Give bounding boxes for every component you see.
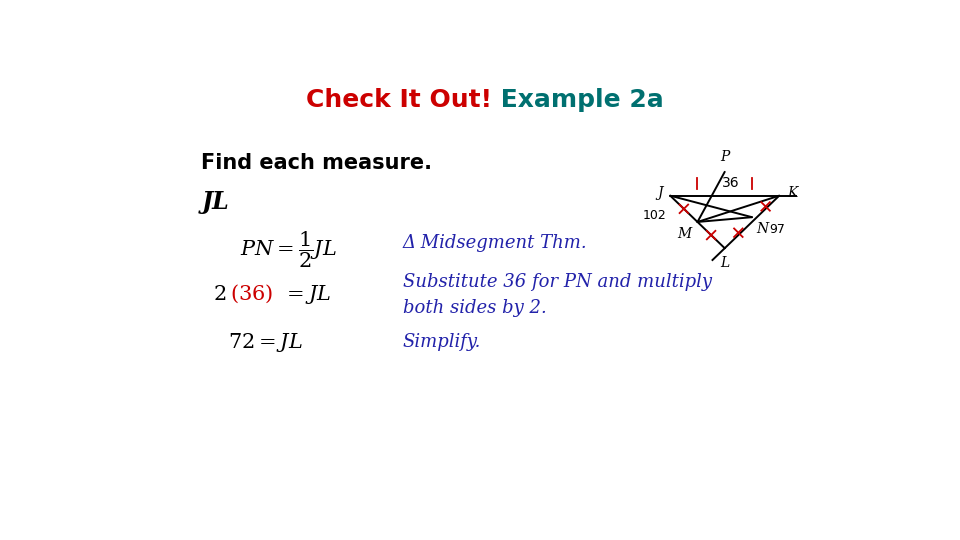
Text: $(36)$: $(36)$ (230, 283, 274, 306)
Text: Find each measure.: Find each measure. (202, 153, 432, 173)
Text: JL: JL (202, 190, 229, 213)
Text: 102: 102 (642, 210, 666, 222)
Text: Substitute 36 for PN and multiply: Substitute 36 for PN and multiply (403, 273, 712, 291)
Text: Example 2a: Example 2a (492, 88, 663, 112)
Text: 36: 36 (722, 176, 739, 190)
Text: N: N (756, 222, 769, 236)
Text: both sides by 2.: both sides by 2. (403, 299, 546, 317)
Text: P: P (720, 150, 730, 164)
Text: K: K (787, 186, 798, 200)
Text: M: M (677, 227, 691, 241)
Text: Check It Out!: Check It Out! (306, 88, 492, 112)
Text: $72  = JL$: $72 = JL$ (228, 330, 303, 354)
Text: Simplify.: Simplify. (403, 333, 481, 351)
Text: L: L (720, 256, 730, 270)
Text: Δ Midsegment Thm.: Δ Midsegment Thm. (403, 234, 588, 252)
Text: $PN = \dfrac{1}{2}JL$: $PN = \dfrac{1}{2}JL$ (240, 230, 337, 270)
Text: $ = JL$: $ = JL$ (283, 283, 331, 306)
Text: 97: 97 (769, 223, 785, 236)
Text: $2$: $2$ (213, 284, 227, 304)
Text: J: J (657, 186, 662, 200)
